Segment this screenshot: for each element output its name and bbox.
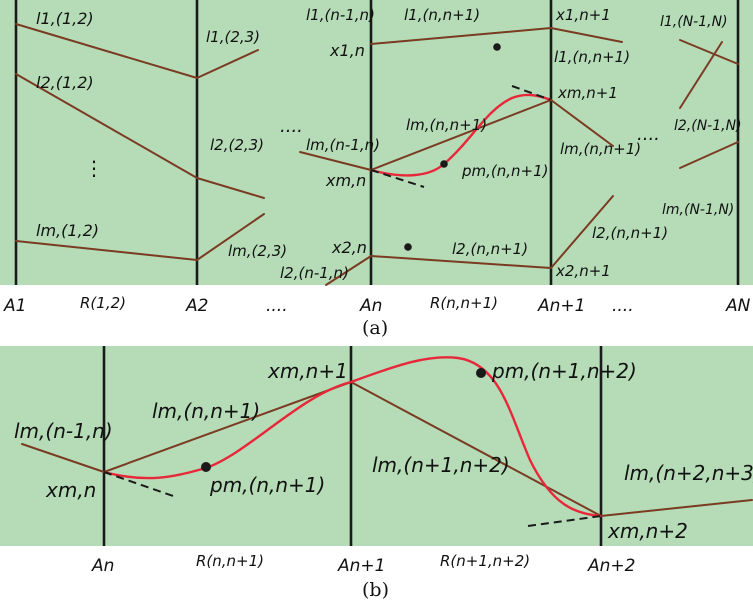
- label-l2-12: l2,(1,2): [36, 73, 94, 92]
- segment-l2-N1N: [679, 41, 723, 109]
- label-x1n: x1,n: [329, 41, 365, 60]
- label-lm-N1N: lm,(N-1,N): [662, 202, 734, 218]
- label-l2-N1N: l2,(N-1,N): [674, 118, 742, 134]
- panel-a: l1,(1,2) l2,(1,2) ⋮ lm,(1,2) l1,(2,3) l2…: [0, 0, 753, 339]
- caption-a: (a): [362, 317, 388, 339]
- point-b-pm-n1n2: [476, 368, 486, 378]
- label-pm-nn1: pm,(n,n+1): [461, 162, 549, 180]
- label-b-lm-n1n2: lm,(n+1,n+2): [372, 453, 510, 477]
- axis-label-b-an: An: [91, 556, 114, 576]
- tangent-at-xmn1: [511, 85, 552, 101]
- label-b-xmn1: xm,n+1: [267, 359, 348, 383]
- label-lm-nn1-right: lm,(n,n+1): [560, 140, 641, 158]
- label-l1-nn1-right: l1,(n,n+1): [554, 48, 630, 66]
- segment-lm-nn1: [370, 99, 552, 171]
- point-pm-nn1: [440, 160, 448, 168]
- label-lm-23: lm,(2,3): [228, 242, 287, 260]
- segment-lm-12: [15, 240, 198, 261]
- segment-b-lm-n1n2: [350, 381, 602, 517]
- axis-label-aN: AN: [725, 296, 751, 316]
- axis-label-b-an1: An+1: [337, 556, 385, 576]
- label-lm-12: lm,(1,2): [36, 221, 99, 240]
- label-vdots: ⋮: [84, 156, 104, 180]
- panel-b-background: [0, 346, 753, 546]
- curve-pm-nn1: [370, 93, 552, 177]
- segment-b-lm-n1n: [21, 443, 105, 473]
- label-b-lm-n2n3: lm,(n+2,n+3): [624, 461, 753, 485]
- axis-label-an1: An+1: [537, 296, 585, 316]
- label-b-lm-n1n: lm,(n-1,n): [14, 419, 113, 443]
- point-b-pm-nn1: [201, 462, 211, 472]
- segment-lm-n1n: [299, 151, 372, 171]
- label-xmn1: xm,n+1: [557, 84, 618, 102]
- label-x2n1: x2,n+1: [555, 262, 611, 280]
- segment-l2-n1n: [325, 255, 372, 286]
- segment-l2-12: [15, 73, 198, 179]
- label-l2-n1n: l2,(n-1,n): [280, 264, 349, 282]
- label-l1-N1N: l1,(N-1,N): [660, 14, 728, 30]
- label-xmn: xm,n: [325, 171, 366, 190]
- label-l1-23: l1,(2,3): [206, 28, 260, 46]
- label-b-xmn: xm,n: [45, 478, 96, 502]
- segment-lm-N1N: [679, 141, 739, 169]
- segment-l1-12: [15, 23, 198, 79]
- label-b-pm-n1n2: pm,(n+1,n+2): [491, 359, 637, 383]
- segment-l2-nn1-right: [550, 195, 614, 269]
- label-lm-n1n: lm,(n-1,n): [306, 136, 380, 154]
- segment-l1-23: [196, 49, 259, 79]
- axis-label-dots-right: ....: [612, 296, 634, 316]
- label-b-pm-nn1: pm,(n,n+1): [209, 473, 325, 497]
- segment-lm-23: [196, 213, 265, 261]
- label-l1-nn1: l1,(n,n+1): [404, 6, 480, 24]
- caption-b: (b): [362, 579, 389, 601]
- region-label-rnn1: R(n,n+1): [430, 294, 498, 312]
- point-lower: [404, 243, 412, 251]
- label-lm-nn1: lm,(n,n+1): [406, 116, 487, 134]
- label-l2-nn1-right: l2,(n,n+1): [592, 224, 668, 242]
- region-label-b-rn1n2: R(n+1,n+2): [440, 552, 530, 570]
- label-l2-nn1: l2,(n,n+1): [452, 240, 528, 258]
- label-b-xmn2: xm,n+2: [607, 519, 688, 543]
- axis-label-a1: A1: [3, 296, 26, 316]
- panel-b: lm,(n-1,n) xm,n lm,(n,n+1) pm,(n,n+1) xm…: [0, 346, 753, 601]
- panel-a-background: [0, 0, 753, 285]
- axis-label-b-an2: An+2: [587, 556, 635, 576]
- axis-label-a2: A2: [185, 296, 208, 316]
- segment-l1-nn1: [370, 27, 552, 45]
- region-label-r12: R(1,2): [80, 294, 126, 312]
- segment-b-lm-n2n3: [600, 499, 753, 517]
- axis-label-dots-left: ....: [266, 296, 288, 316]
- label-dots-right: ....: [637, 124, 660, 145]
- segment-l1-N1N: [679, 39, 739, 65]
- label-x2n: x2,n: [331, 238, 367, 257]
- axis-label-an: An: [359, 296, 382, 316]
- segment-l1-nn1-right: [550, 27, 623, 43]
- tangent-at-xmn: [370, 169, 425, 188]
- label-l1-n1n: l1,(n-1,n): [306, 6, 375, 24]
- label-b-lm-nn1: lm,(n,n+1): [152, 399, 260, 423]
- segment-lm-nn1-right: [550, 99, 614, 147]
- segment-l2-23: [196, 177, 265, 199]
- label-l2-23: l2,(2,3): [210, 136, 264, 154]
- point-upper: [493, 43, 501, 51]
- segment-l2-nn1: [370, 255, 552, 269]
- label-dots-mid: ....: [280, 116, 303, 137]
- segment-b-lm-nn1: [103, 381, 352, 473]
- label-l1-12: l1,(1,2): [36, 9, 94, 28]
- region-label-b-rnn1: R(n,n+1): [196, 552, 264, 570]
- label-x1n1: x1,n+1: [555, 6, 611, 24]
